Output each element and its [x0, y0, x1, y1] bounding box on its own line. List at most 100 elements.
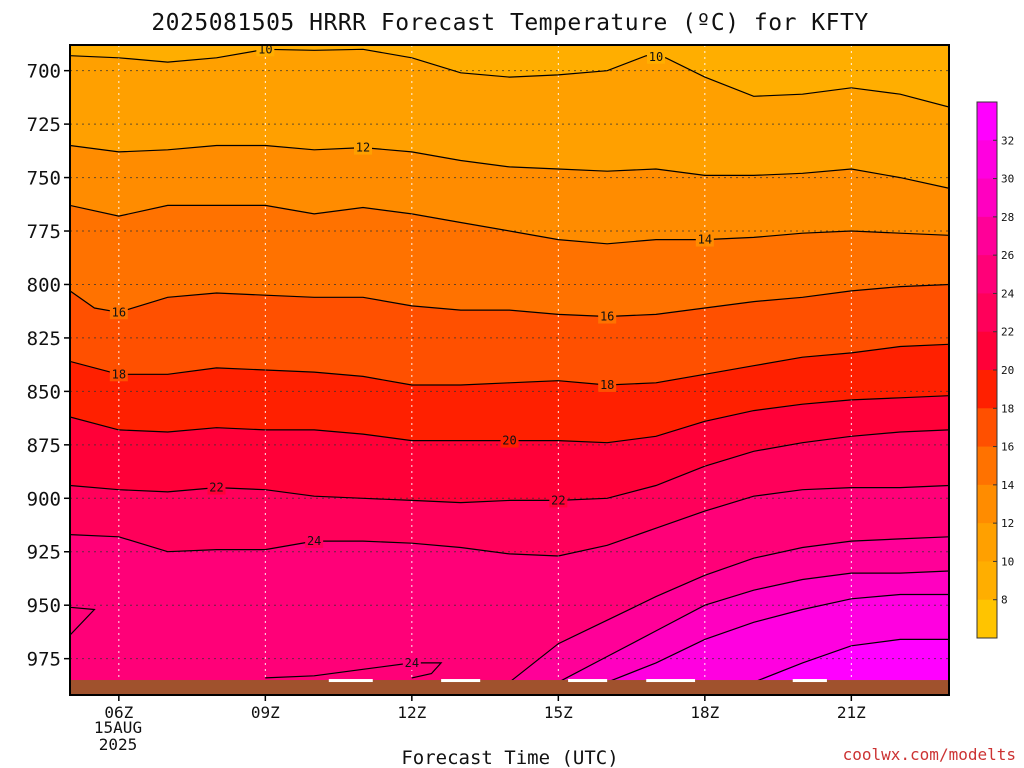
chart-title: 2025081505 HRRR Forecast Temperature (ºC…: [151, 10, 868, 36]
colorbar-tick-label-30: 30: [1001, 173, 1014, 186]
colorbar-swatch-26-28: [977, 216, 997, 256]
svg-text:10: 10: [649, 50, 663, 64]
colorbar-tick-label-22: 22: [1001, 326, 1014, 339]
isotherm-24: [70, 484, 949, 557]
colorbar-swatch-28-30: [977, 178, 997, 218]
colorbar-swatch-14-16: [977, 446, 997, 486]
svg-text:16: 16: [112, 305, 126, 319]
x-tick-label-09Z: 09Z: [251, 703, 280, 722]
x-tick-label-12Z: 12Z: [397, 703, 426, 722]
svg-text:18: 18: [112, 367, 126, 381]
colorbar-tick-label-24: 24: [1001, 287, 1015, 300]
y-tick-label-700: 700: [27, 61, 61, 83]
isotherm-label-10-1: 10: [647, 49, 665, 64]
ground-notch-0: [328, 679, 373, 683]
svg-text:16: 16: [600, 310, 614, 324]
svg-text:22: 22: [551, 493, 565, 507]
colorbar-swatch-20-22: [977, 331, 997, 371]
isotherm-extra-label-0: 24: [402, 655, 421, 670]
colorbar-tick-label-32: 32: [1001, 134, 1014, 147]
svg-text:14: 14: [698, 233, 712, 247]
colorbar-tick-label-12: 12: [1001, 517, 1014, 530]
svg-text:24: 24: [405, 656, 419, 670]
isotherm-30: [606, 593, 949, 683]
colorbar-swatch-16-18: [977, 408, 997, 448]
svg-text:22: 22: [209, 481, 223, 495]
isotherm-label-14-0: 14: [695, 232, 714, 247]
x-tick-label-15Z: 15Z: [544, 703, 573, 722]
colorbar-tick-label-20: 20: [1001, 364, 1014, 377]
colorbar-swatch-22-24: [977, 293, 997, 333]
ground-notch-2: [568, 679, 608, 683]
colorbar-tick-label-8: 8: [1001, 594, 1008, 607]
isotherm-layer: 10 10 12 14 16 16 18 18 20 22 22 24 24: [70, 42, 949, 683]
isotherm-label-10-0: 10: [256, 42, 275, 57]
x-axis-label: Forecast Time (UTC): [401, 747, 618, 768]
y-tick-label-825: 825: [27, 328, 61, 350]
isotherm-label-22-0: 22: [207, 480, 226, 495]
colorbar-tick-label-16: 16: [1001, 441, 1014, 454]
y-tick-label-850: 850: [27, 381, 61, 403]
isotherm-28: [558, 570, 949, 683]
y-tick-label-900: 900: [27, 488, 61, 510]
svg-text:24: 24: [307, 534, 321, 548]
isotherm-label-16-0: 16: [109, 305, 128, 320]
x-tick-label-21Z: 21Z: [837, 703, 866, 722]
colorbar-swatch-6-8: [977, 599, 997, 639]
colorbar-tick-label-14: 14: [1001, 479, 1015, 492]
x-tick-label-18Z: 18Z: [690, 703, 719, 722]
isotherm-32: [753, 638, 949, 683]
site-credit: coolwx.com/modelts: [843, 745, 1016, 764]
svg-text:20: 20: [502, 434, 516, 448]
y-tick-label-925: 925: [27, 542, 61, 564]
colorbar-tick-label-28: 28: [1001, 211, 1014, 224]
colorbar-tick-label-10: 10: [1001, 555, 1014, 568]
svg-text:12: 12: [356, 141, 370, 155]
colorbar-swatch-18-20: [977, 370, 997, 409]
colorbar-swatch-30-32: [977, 140, 997, 180]
y-tick-label-875: 875: [27, 435, 61, 457]
isotherm-extra-1: [70, 606, 96, 636]
isotherm-18: [70, 343, 949, 386]
colorbar-swatch-12-14: [977, 484, 997, 524]
y-tick-label-750: 750: [27, 168, 61, 190]
y-axis-ticks: 700 725 750 775 800 825 850 875 900 925 950 975: [27, 61, 70, 671]
svg-text:10: 10: [258, 42, 272, 56]
date-label-day: 15AUG: [94, 718, 142, 737]
isotherm-16: [70, 283, 949, 318]
ground-surface: [70, 679, 949, 695]
colorbar-swatch-32-34: [977, 102, 997, 141]
isotherm-label-22-1: 22: [549, 493, 568, 508]
ground-notch-1: [441, 679, 481, 683]
x-tick-label-06Z: 06Z: [104, 703, 133, 722]
y-tick-label-775: 775: [27, 221, 61, 243]
isotherm-label-16-1: 16: [598, 309, 617, 324]
isotherm-label-24-0: 24: [305, 534, 324, 549]
y-tick-label-975: 975: [27, 649, 61, 671]
temperature-fill-layer: [70, 45, 949, 695]
colorbar-tick-label-18: 18: [1001, 402, 1014, 415]
colorbar-tick-label-26: 26: [1001, 249, 1014, 262]
y-tick-label-800: 800: [27, 274, 61, 296]
colorbar-swatch-24-26: [977, 255, 997, 294]
isotherm-12: [70, 144, 949, 189]
isotherm-label-12-0: 12: [354, 140, 372, 155]
y-tick-label-950: 950: [27, 595, 61, 617]
colorbar-swatch-10-12: [977, 523, 997, 562]
ground-notch-3: [646, 679, 696, 683]
isotherm-10: [70, 48, 949, 108]
plot-frame: [69, 44, 950, 696]
isotherm-26: [509, 536, 949, 683]
isotherm-label-18-0: 18: [109, 367, 128, 382]
isotherm-14: [70, 204, 949, 245]
y-tick-label-725: 725: [27, 114, 61, 136]
date-label-year: 2025: [99, 735, 138, 754]
colorbar: 8 10 12 14 16 18 20 22 24 26 28 30 32: [976, 101, 1015, 639]
colorbar-swatch-8-10: [977, 561, 997, 601]
ground-notch-4: [792, 679, 827, 683]
ground-fill: [70, 680, 949, 695]
isotherm-label-20-0: 20: [500, 433, 519, 448]
svg-text:18: 18: [600, 378, 614, 392]
x-axis-ticks: 06Z 09Z 12Z 15Z 18Z 21Z: [104, 695, 866, 722]
